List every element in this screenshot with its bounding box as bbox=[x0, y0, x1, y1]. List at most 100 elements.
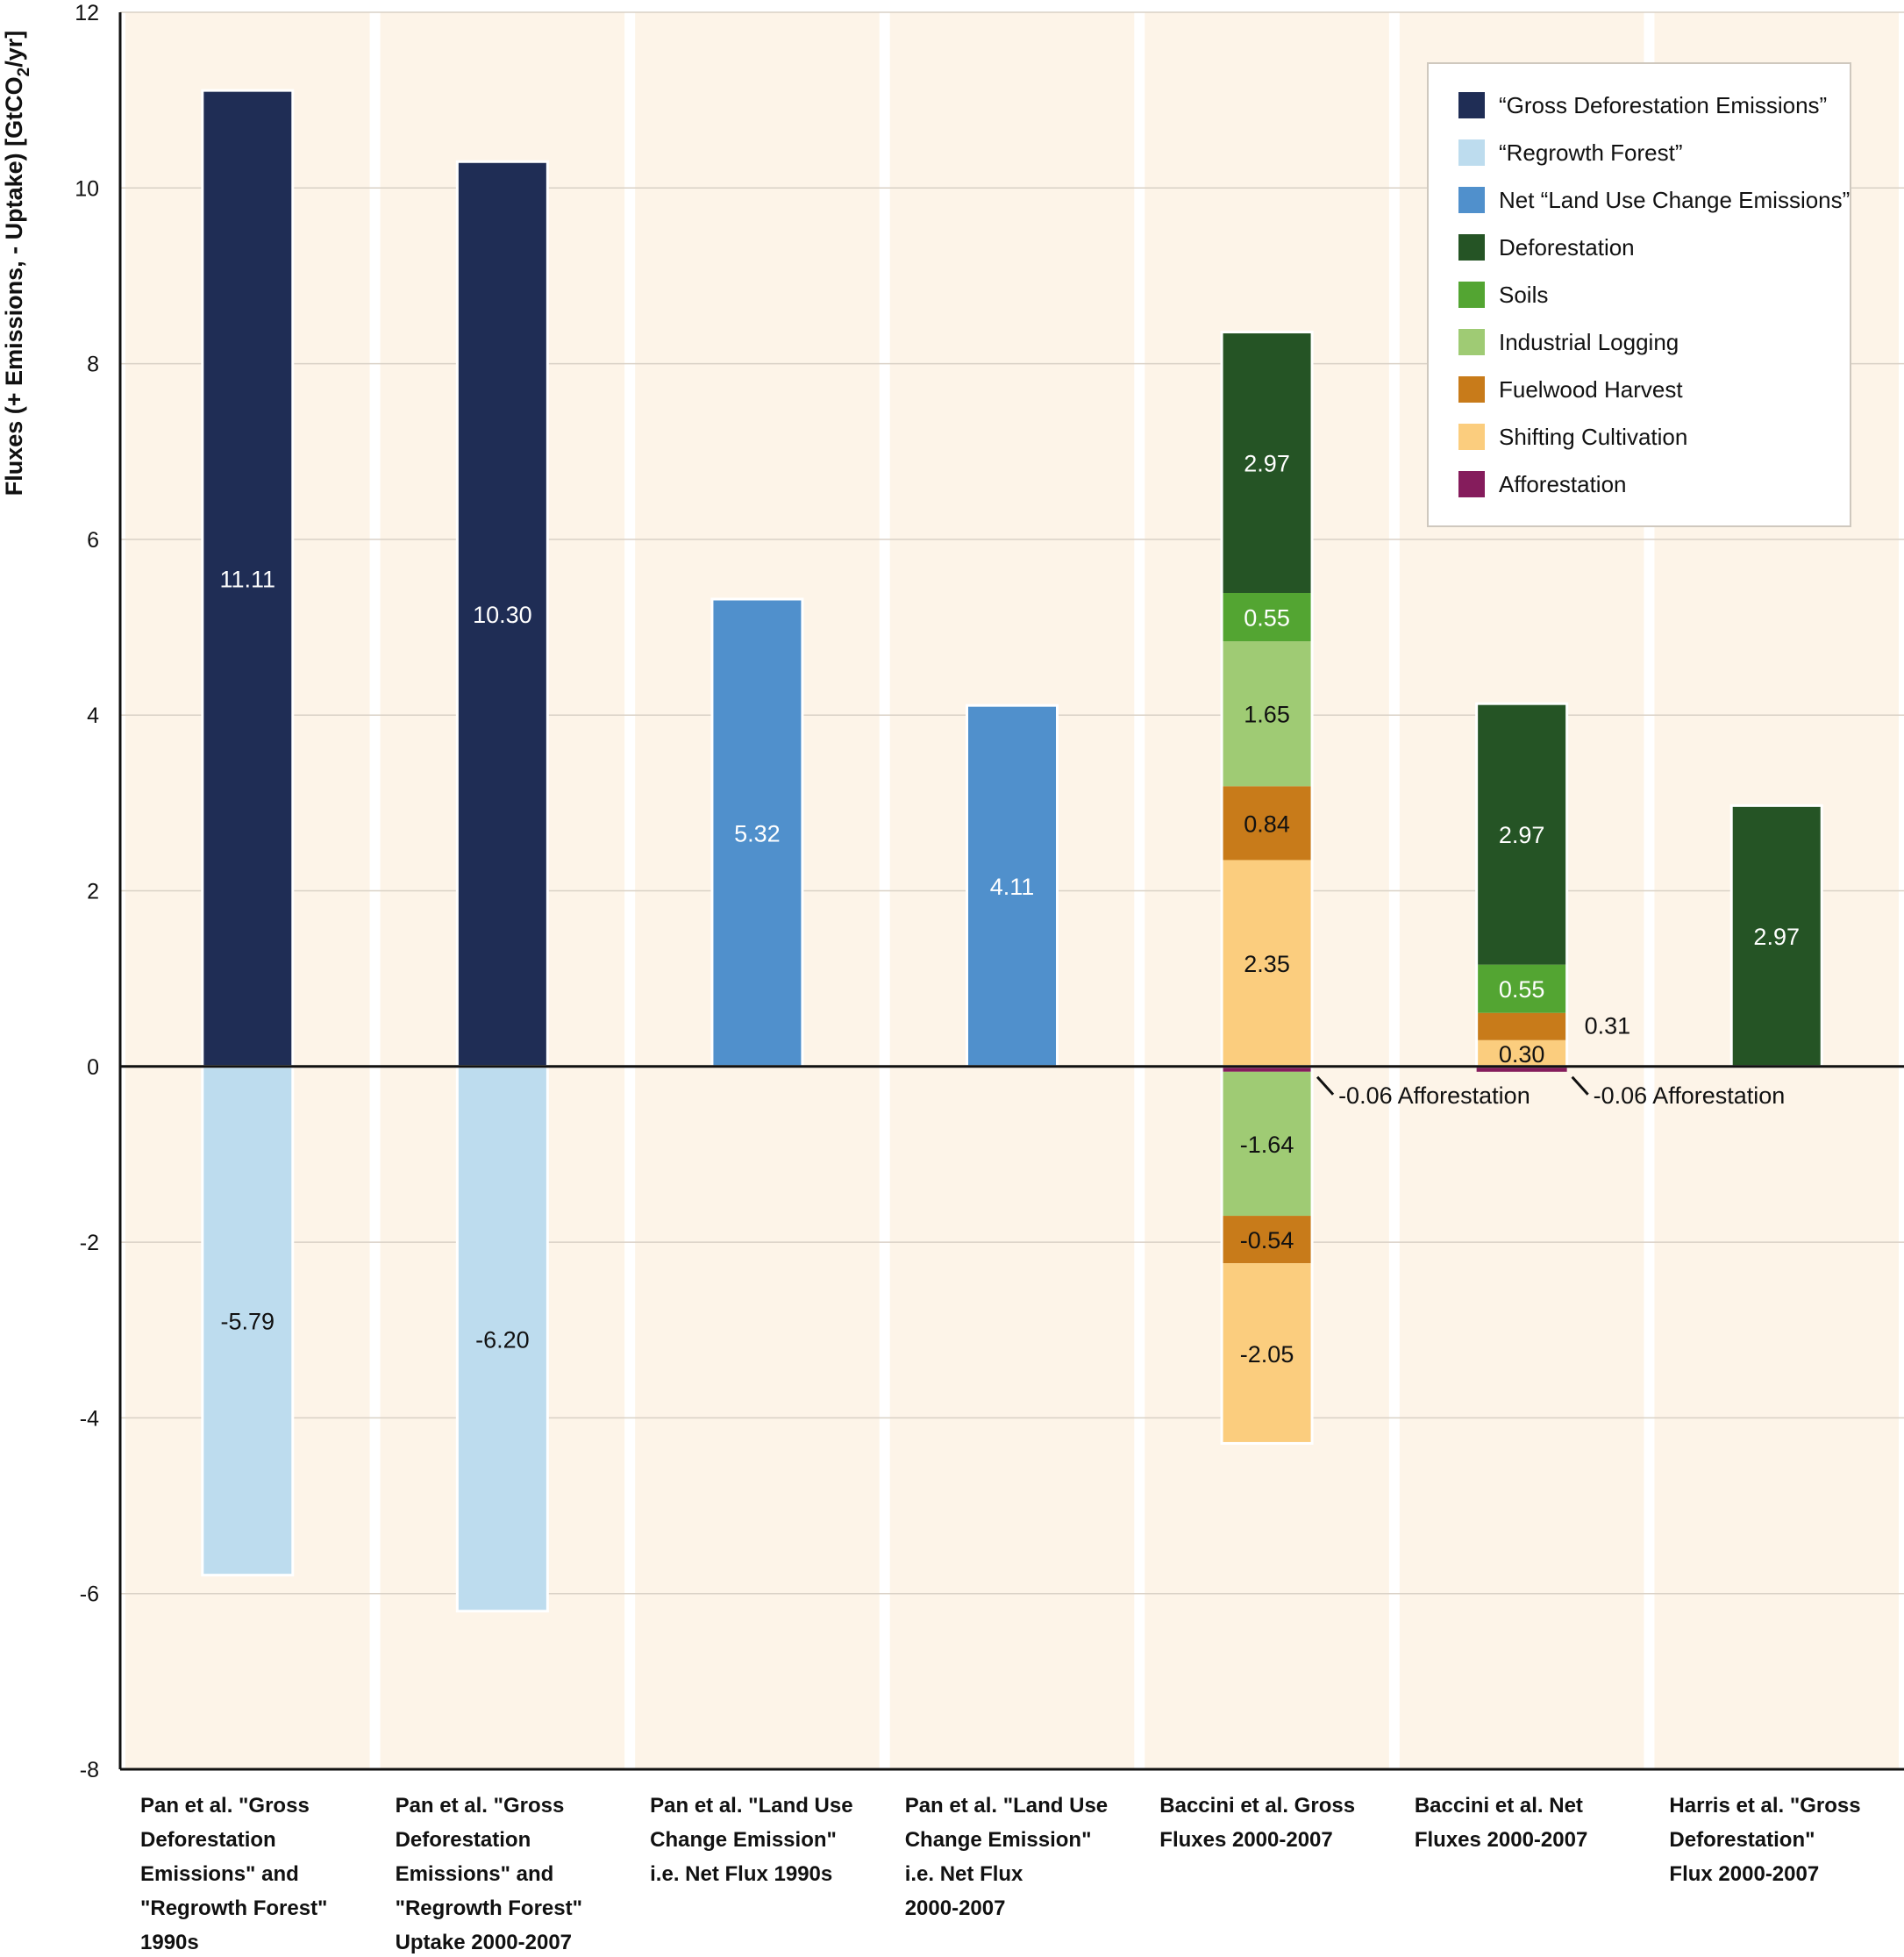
y-axis-label: Fluxes (+ Emissions, - Uptake) [GtCO2/yr… bbox=[1, 31, 33, 496]
legend-entry: Deforestation bbox=[1499, 234, 1635, 261]
x-category-label: Baccini et al. Gross bbox=[1159, 1794, 1355, 1818]
legend-swatch bbox=[1458, 329, 1485, 355]
x-category-label: Flux 2000-2007 bbox=[1669, 1862, 1819, 1886]
legend-swatch bbox=[1458, 92, 1485, 118]
legend-swatch bbox=[1458, 139, 1485, 166]
annotations: -0.06 Afforestation -0.06 Afforestation 0.… bbox=[1316, 1013, 1786, 1109]
y-tick-label: -8 bbox=[80, 1758, 99, 1782]
bar-value-label: 4.11 bbox=[990, 874, 1035, 900]
bar-value-label: -1.64 bbox=[1240, 1132, 1294, 1158]
x-category-label: Baccini et al. Net bbox=[1415, 1794, 1583, 1818]
y-tick-label: 0 bbox=[87, 1055, 99, 1080]
bar-segment bbox=[457, 1066, 548, 1611]
x-category-label: i.e. Net Flux 1990s bbox=[650, 1862, 832, 1886]
bar-value-label: 2.35 bbox=[1244, 951, 1290, 977]
x-category-label: Uptake 2000-2007 bbox=[396, 1931, 572, 1954]
bar-segment bbox=[1222, 1263, 1313, 1444]
x-category-label: 1990s bbox=[140, 1931, 199, 1954]
legend-entry: Net “Land Use Change Emissions” bbox=[1499, 187, 1850, 213]
y-tick-label: 2 bbox=[87, 880, 99, 904]
x-category-label: Change Emission" bbox=[650, 1828, 837, 1852]
y-tick-label: 8 bbox=[87, 353, 99, 377]
bars bbox=[201, 89, 1823, 1613]
x-category-label: Pan et al. "Land Use bbox=[905, 1794, 1108, 1818]
bar-segment bbox=[1222, 1071, 1313, 1217]
bar-segment bbox=[711, 599, 802, 1067]
bar-segment bbox=[1222, 1216, 1313, 1264]
x-category-label: 2000-2007 bbox=[905, 1896, 1006, 1920]
value-labels: 11.11 -5.79 10.30 -6.20 5.32 4.11 2.35 0.84 1.65… bbox=[220, 450, 1800, 1368]
bar-segment bbox=[1222, 592, 1313, 642]
legend-entry: Afforestation bbox=[1499, 471, 1627, 497]
legend-swatch bbox=[1458, 282, 1485, 308]
annotation-label: 0.31 bbox=[1585, 1013, 1631, 1039]
x-category-label: Pan et al. "Gross bbox=[140, 1794, 310, 1818]
legend-swatch bbox=[1458, 471, 1485, 497]
x-category-label: "Regrowth Forest" bbox=[140, 1896, 327, 1920]
y-tick-label: -6 bbox=[80, 1582, 99, 1607]
bar-segment bbox=[1476, 1012, 1567, 1040]
legend-swatch bbox=[1458, 187, 1485, 213]
x-category-label: Fluxes 2000-2007 bbox=[1159, 1828, 1332, 1852]
y-tick-label: 10 bbox=[75, 176, 99, 201]
bar-segment bbox=[1222, 332, 1313, 593]
x-category-label: Deforestation bbox=[140, 1828, 276, 1852]
legend-entry: Shifting Cultivation bbox=[1499, 424, 1687, 450]
bar-segment bbox=[1222, 641, 1313, 787]
bar-value-label: -0.54 bbox=[1240, 1227, 1294, 1253]
legend-box bbox=[1427, 62, 1851, 527]
bar-value-label: 0.84 bbox=[1244, 811, 1290, 837]
legend-entry: “Regrowth Forest” bbox=[1499, 139, 1683, 166]
bar-value-label: 2.97 bbox=[1753, 924, 1800, 950]
bar-value-label: -2.05 bbox=[1240, 1341, 1294, 1368]
legend-swatch bbox=[1458, 376, 1485, 403]
bar-segment bbox=[202, 90, 293, 1067]
x-category-label: "Regrowth Forest" bbox=[396, 1896, 582, 1920]
y-tick-label: -2 bbox=[80, 1231, 99, 1255]
bar-value-label: 10.30 bbox=[473, 602, 532, 628]
bar-segment bbox=[1476, 704, 1567, 965]
legend-entry: Soils bbox=[1499, 282, 1548, 308]
bar-segment bbox=[1222, 1066, 1313, 1072]
y-tick-label: -4 bbox=[80, 1406, 99, 1431]
x-category-label: Deforestation" bbox=[1669, 1828, 1815, 1852]
bar-segment bbox=[1222, 860, 1313, 1067]
bar-segment bbox=[202, 1066, 293, 1575]
bar-segment bbox=[1222, 786, 1313, 861]
x-category-label: Pan et al. "Gross bbox=[396, 1794, 565, 1818]
leader-line bbox=[1316, 1075, 1335, 1096]
x-category-label: i.e. Net Flux bbox=[905, 1862, 1023, 1886]
bar-value-label: 0.30 bbox=[1499, 1041, 1545, 1068]
x-category-label: Fluxes 2000-2007 bbox=[1415, 1828, 1587, 1852]
bar-segment bbox=[1476, 964, 1567, 1013]
x-category-label: Deforestation bbox=[396, 1828, 531, 1852]
annotation-label: -0.06 Afforestation bbox=[1338, 1082, 1530, 1109]
bar-value-label: 0.55 bbox=[1244, 605, 1290, 632]
legend-entry: “Gross Deforestation Emissions” bbox=[1499, 92, 1827, 118]
axes: 12 10 8 6 4 2 0 -2 -4 -6 -8 Pan et al. "Gross Defore… bbox=[75, 1, 1904, 1954]
bar-segment bbox=[1476, 1039, 1567, 1067]
bar-value-label: -6.20 bbox=[475, 1326, 530, 1353]
legend-entry: Industrial Logging bbox=[1499, 329, 1679, 355]
y-tick-label: 6 bbox=[87, 528, 99, 553]
x-category-label: Harris et al. "Gross bbox=[1669, 1794, 1860, 1818]
y-tick-label: 4 bbox=[87, 704, 99, 728]
bar-segment bbox=[1476, 1066, 1567, 1072]
legend: “Gross Deforestation Emissions” “Regrowth… bbox=[1427, 62, 1851, 527]
y-tick-label: 12 bbox=[75, 1, 99, 25]
legend-swatch bbox=[1458, 424, 1485, 450]
bar-value-label: 2.97 bbox=[1244, 450, 1290, 476]
bar-value-label: 0.55 bbox=[1499, 976, 1545, 1003]
x-category-label: Emissions" and bbox=[140, 1862, 299, 1886]
legend-swatch bbox=[1458, 234, 1485, 261]
bar-value-label: 1.65 bbox=[1244, 702, 1290, 728]
bar-value-label: 2.97 bbox=[1499, 822, 1545, 848]
x-category-label: Pan et al. "Land Use bbox=[650, 1794, 852, 1818]
x-category-label: Change Emission" bbox=[905, 1828, 1092, 1852]
bar-value-label: -5.79 bbox=[221, 1309, 275, 1335]
bar-segment bbox=[1731, 805, 1822, 1067]
annotation-label: -0.06 Afforestation bbox=[1594, 1082, 1786, 1109]
bar-value-label: 11.11 bbox=[220, 566, 276, 592]
legend-entry: Fuelwood Harvest bbox=[1499, 376, 1683, 403]
